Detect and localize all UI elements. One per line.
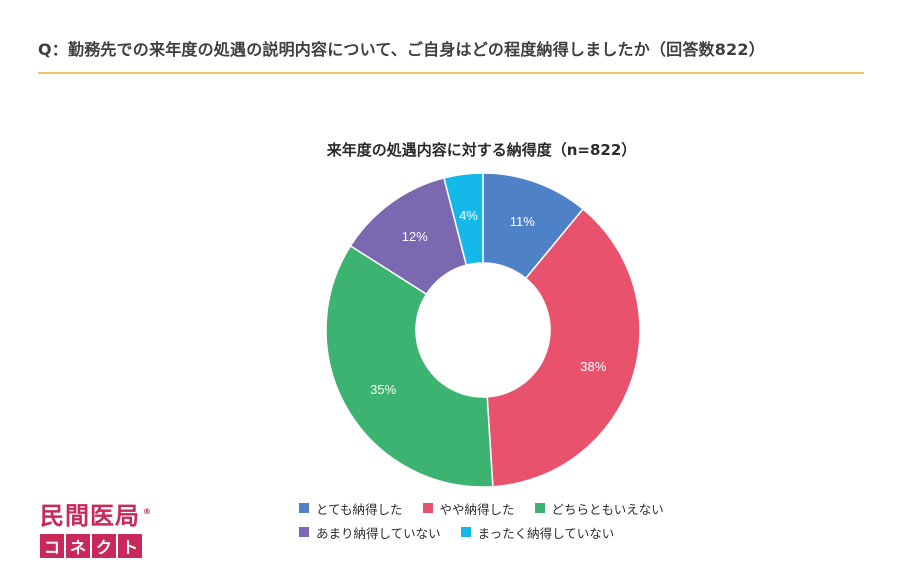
- slice-label: 12%: [402, 229, 428, 244]
- donut-slice: [486, 207, 641, 488]
- slice-label: 35%: [370, 382, 396, 397]
- legend-label: やや納得した: [439, 501, 515, 517]
- legend-swatch: [299, 527, 309, 537]
- logo-top-text: 民間医局: [40, 502, 140, 530]
- legend-swatch: [422, 503, 433, 513]
- slice-label: 11%: [510, 214, 535, 229]
- logo-char-tile: コ: [40, 534, 64, 558]
- slice-label: 38%: [580, 359, 606, 374]
- legend-label: とても納得した: [316, 501, 403, 517]
- legend-label: どちらともいえない: [551, 501, 664, 517]
- logo-char-tile: ト: [118, 534, 142, 558]
- chart-legend: とても納得した やや納得した どちらともいえない あまり納得していない まったく納得し…: [299, 496, 664, 544]
- legend-row: あまり納得していない まったく納得していない: [299, 520, 664, 544]
- chart-title: 来年度の処遇内容に対する納得度（n=822）: [326, 141, 637, 159]
- donut-slice: [443, 172, 484, 267]
- legend-label: あまり納得していない: [316, 525, 441, 541]
- legend-item: とても納得した: [299, 499, 403, 518]
- header-divider: [38, 72, 864, 74]
- registered-mark: ®: [143, 507, 152, 516]
- legend-swatch: [299, 503, 309, 513]
- logo-wordmark: 民間医局 ®: [40, 502, 151, 530]
- legend-swatch: [534, 503, 545, 513]
- legend-item: まったく納得していない: [460, 523, 615, 542]
- donut-chart: 11% 38% 35% 12% 4%: [325, 172, 641, 488]
- legend-swatch: [460, 527, 471, 537]
- legend-item: あまり納得していない: [299, 523, 441, 542]
- slice-label: 4%: [459, 208, 478, 223]
- legend-row: とても納得した やや納得した どちらともいえない: [299, 496, 664, 520]
- question-text: Q：勤務先での来年度の処遇の説明内容について、ご自身はどの程度納得しましたか（回…: [38, 40, 765, 59]
- legend-item: どちらともいえない: [534, 499, 664, 518]
- brand-logo: 民間医局 ® コネクト: [40, 502, 151, 558]
- logo-char-tile: ネ: [66, 534, 90, 558]
- logo-subtext: コネクト: [40, 534, 148, 558]
- logo-char-tile: ク: [92, 534, 116, 558]
- donut-slice: [325, 244, 494, 488]
- legend-item: やや納得した: [422, 499, 515, 518]
- legend-label: まったく納得していない: [477, 525, 615, 541]
